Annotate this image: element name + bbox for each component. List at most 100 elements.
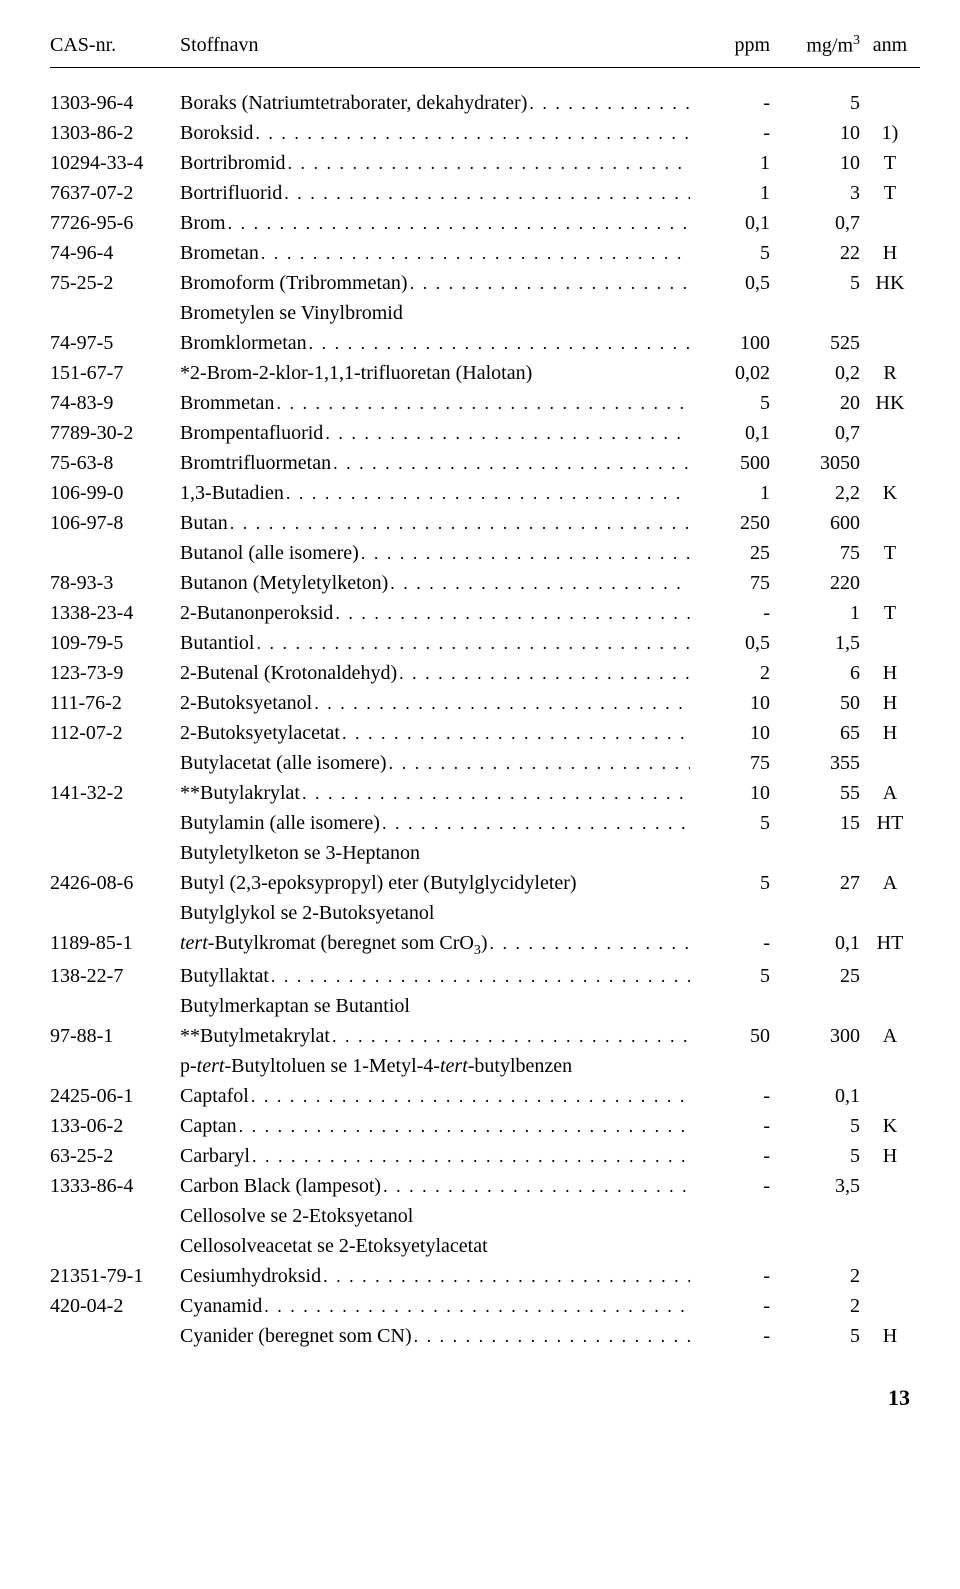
leader-dots: . . . . . . . . . . . . . . . . . . . . … bbox=[408, 270, 690, 297]
leader-dots: . . . . . . . . . . . . . . . . . . . . … bbox=[380, 810, 690, 837]
table-row: 109-79-5Butantiol. . . . . . . . . . . .… bbox=[50, 628, 920, 658]
substance-name: Carbon Black (lampesot) bbox=[180, 1171, 381, 1201]
cell-ppm: 0,5 bbox=[700, 268, 770, 298]
table-row: 106-97-8Butan. . . . . . . . . . . . . .… bbox=[50, 508, 920, 538]
cell-name: Brometan. . . . . . . . . . . . . . . . … bbox=[180, 238, 700, 268]
cell-cas: 7726-95-6 bbox=[50, 208, 180, 238]
leader-dots: . . . . . . . . . . . . . . . . . . . . … bbox=[254, 630, 690, 657]
substance-name: Captan bbox=[180, 1111, 237, 1141]
cell-anm: HK bbox=[860, 268, 920, 298]
table-row: 1303-86-2Boroksid. . . . . . . . . . . .… bbox=[50, 118, 920, 148]
cell-ppm: 1 bbox=[700, 178, 770, 208]
table-row: 75-25-2Bromoform (Tribrommetan). . . . .… bbox=[50, 268, 920, 298]
cell-name: Butyletylketon se 3-Heptanon bbox=[180, 838, 700, 868]
substance-name: Boroksid bbox=[180, 118, 253, 148]
cell-ppm: 75 bbox=[700, 568, 770, 598]
substance-name: Bromklormetan bbox=[180, 328, 307, 358]
substance-name: Butantiol bbox=[180, 628, 254, 658]
cell-mgm: 525 bbox=[770, 328, 860, 358]
cell-cas: 151-67-7 bbox=[50, 358, 180, 388]
substance-name: Butanon (Metyletylketon) bbox=[180, 568, 388, 598]
leader-dots: . . . . . . . . . . . . . . . . . . . . … bbox=[282, 180, 690, 207]
substance-name: Brommetan bbox=[180, 388, 274, 418]
leader-dots: . . . . . . . . . . . . . . . . . . . . … bbox=[253, 120, 690, 147]
table-row: 97-88-1**Butylmetakrylat. . . . . . . . … bbox=[50, 1021, 920, 1051]
table-row: Butyletylketon se 3-Heptanon bbox=[50, 838, 920, 868]
table-row: 138-22-7Butyllaktat. . . . . . . . . . .… bbox=[50, 961, 920, 991]
cell-ppm: 0,5 bbox=[700, 628, 770, 658]
cell-cas: 97-88-1 bbox=[50, 1021, 180, 1051]
cell-ppm: 25 bbox=[700, 538, 770, 568]
cell-name: Butan. . . . . . . . . . . . . . . . . .… bbox=[180, 508, 700, 538]
substance-name: Bromoform (Tribrommetan) bbox=[180, 268, 408, 298]
cell-mgm: 22 bbox=[770, 238, 860, 268]
cell-name: Butylacetat (alle isomere). . . . . . . … bbox=[180, 748, 700, 778]
table-header-row: CAS-nr. Stoffnavn ppm mg/m3 anm bbox=[50, 30, 920, 68]
cell-name: Bromklormetan. . . . . . . . . . . . . .… bbox=[180, 328, 700, 358]
cell-name: Cyanider (beregnet som CN). . . . . . . … bbox=[180, 1321, 700, 1351]
cell-mgm: 27 bbox=[770, 868, 860, 898]
substance-name: Butylglykol se 2-Butoksyetanol bbox=[180, 898, 434, 928]
substance-name: Butylacetat (alle isomere) bbox=[180, 748, 387, 778]
leader-dots: . . . . . . . . . . . . . . . . . . . . … bbox=[250, 1143, 690, 1170]
leader-dots: . . . . . . . . . . . . . . . . . . . . … bbox=[228, 510, 690, 537]
cell-name: Captafol. . . . . . . . . . . . . . . . … bbox=[180, 1081, 700, 1111]
substance-name: Captafol bbox=[180, 1081, 249, 1111]
leader-dots: . . . . . . . . . . . . . . . . . . . . … bbox=[412, 1323, 690, 1350]
cell-anm: K bbox=[860, 1111, 920, 1141]
cell-name: Bortribromid. . . . . . . . . . . . . . … bbox=[180, 148, 700, 178]
cell-mgm: 2 bbox=[770, 1261, 860, 1291]
cell-ppm: - bbox=[700, 1261, 770, 1291]
cell-mgm: 6 bbox=[770, 658, 860, 688]
leader-dots: . . . . . . . . . . . . . . . . . . . . … bbox=[284, 480, 690, 507]
cell-cas: 1333-86-4 bbox=[50, 1171, 180, 1201]
cell-name: 2-Butoksyetanol. . . . . . . . . . . . .… bbox=[180, 688, 700, 718]
cell-name: p-tert-Butyltoluen se 1-Metyl-4-tert-but… bbox=[180, 1051, 700, 1081]
cell-cas: 63-25-2 bbox=[50, 1141, 180, 1171]
cell-mgm: 25 bbox=[770, 961, 860, 991]
leader-dots: . . . . . . . . . . . . . . . . . . . . … bbox=[333, 600, 690, 627]
cell-mgm: 2,2 bbox=[770, 478, 860, 508]
leader-dots: . . . . . . . . . . . . . . . . . . . . … bbox=[307, 330, 690, 357]
table-row: 133-06-2Captan. . . . . . . . . . . . . … bbox=[50, 1111, 920, 1141]
cell-ppm: 0,1 bbox=[700, 208, 770, 238]
substance-name: 2-Butoksyetanol bbox=[180, 688, 312, 718]
substance-name: 1,3-Butadien bbox=[180, 478, 284, 508]
leader-dots: . . . . . . . . . . . . . . . . . . . . … bbox=[237, 1113, 690, 1140]
table-row: Butanol (alle isomere). . . . . . . . . … bbox=[50, 538, 920, 568]
cell-cas: 75-63-8 bbox=[50, 448, 180, 478]
table-row: Brometylen se Vinylbromid bbox=[50, 298, 920, 328]
table-row: 1189-85-1tert-Butylkromat (beregnet som … bbox=[50, 928, 920, 961]
cell-name: Butanon (Metyletylketon). . . . . . . . … bbox=[180, 568, 700, 598]
leader-dots: . . . . . . . . . . . . . . . . . . . . … bbox=[274, 390, 690, 417]
cell-ppm: - bbox=[700, 88, 770, 118]
substance-name: 2-Butanonperoksid bbox=[180, 598, 333, 628]
cell-mgm: 0,2 bbox=[770, 358, 860, 388]
cell-anm: T bbox=[860, 598, 920, 628]
cell-cas: 2425-06-1 bbox=[50, 1081, 180, 1111]
cell-mgm: 220 bbox=[770, 568, 860, 598]
substance-name: tert-Butylkromat (beregnet som CrO3) bbox=[180, 928, 488, 961]
cell-name: Carbaryl. . . . . . . . . . . . . . . . … bbox=[180, 1141, 700, 1171]
leader-dots: . . . . . . . . . . . . . . . . . . . . … bbox=[226, 210, 690, 237]
substance-name: Cesiumhydroksid bbox=[180, 1261, 321, 1291]
leader-dots: . . . . . . . . . . . . . . . . . . . . … bbox=[249, 1083, 690, 1110]
cell-mgm: 5 bbox=[770, 1321, 860, 1351]
cell-cas: 109-79-5 bbox=[50, 628, 180, 658]
cell-cas: 7789-30-2 bbox=[50, 418, 180, 448]
cell-ppm: 250 bbox=[700, 508, 770, 538]
cell-cas: 74-97-5 bbox=[50, 328, 180, 358]
cell-mgm: 20 bbox=[770, 388, 860, 418]
cell-cas: 112-07-2 bbox=[50, 718, 180, 748]
substance-name: **Butylakrylat bbox=[180, 778, 300, 808]
cell-mgm: 2 bbox=[770, 1291, 860, 1321]
cell-anm: H bbox=[860, 718, 920, 748]
leader-dots: . . . . . . . . . . . . . . . . . . . . … bbox=[269, 963, 690, 990]
cell-cas: 10294-33-4 bbox=[50, 148, 180, 178]
table-row: Butylmerkaptan se Butantiol bbox=[50, 991, 920, 1021]
cell-name: Bromoform (Tribrommetan). . . . . . . . … bbox=[180, 268, 700, 298]
cell-ppm: 1 bbox=[700, 478, 770, 508]
cell-name: Boroksid. . . . . . . . . . . . . . . . … bbox=[180, 118, 700, 148]
cell-ppm: 500 bbox=[700, 448, 770, 478]
cell-cas: 1303-86-2 bbox=[50, 118, 180, 148]
